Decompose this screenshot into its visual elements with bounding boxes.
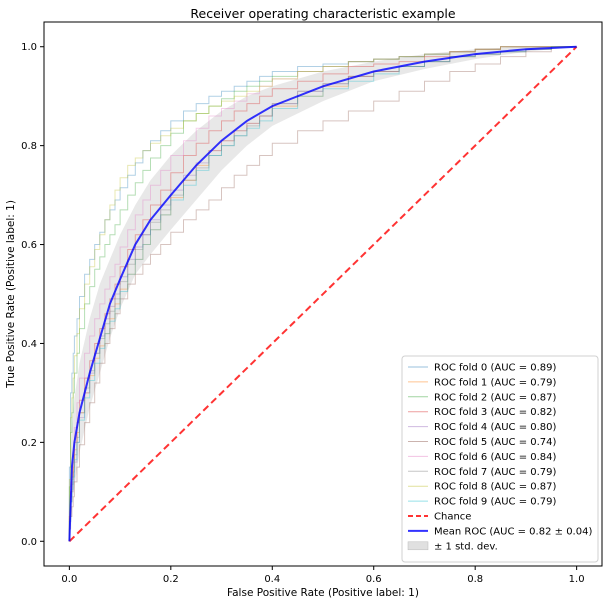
legend-label: ROC fold 3 (AUC = 0.82): [434, 407, 557, 418]
legend-frame: [401, 355, 599, 563]
std-dev-band: [69, 46, 577, 542]
legend: ROC fold 0 (AUC = 0.89) ROC fold 1 (AUC =…: [401, 355, 599, 563]
mean-roc-line: [68, 45, 577, 542]
roc-fold-1-line: [68, 46, 577, 542]
plot-frame: [43, 21, 603, 567]
x-axis-label: False Positive Rate (Positive label: 1): [227, 587, 419, 599]
legend-label: ROC fold 2 (AUC = 0.87): [434, 392, 557, 403]
chance-line: [68, 45, 578, 543]
legend-label: ROC fold 6 (AUC = 0.84): [434, 452, 557, 463]
roc-fold-8-line: [68, 46, 577, 542]
roc-fold-3-line: [68, 46, 577, 542]
y-axis-label: True Positive Rate (Positive label: 1): [5, 200, 17, 389]
y-tick-label: 0.0: [21, 537, 37, 548]
legend-label: Chance: [434, 512, 471, 523]
x-tick-label: 1.0: [569, 574, 585, 585]
x-axis-ticks: 0.0 0.2 0.4 0.6 0.8 1.0: [61, 566, 585, 585]
x-tick-label: 0.4: [264, 574, 280, 585]
y-axis-ticks: 0.0 0.2 0.4 0.6 0.8 1.0: [21, 42, 44, 548]
plot-area: [68, 45, 578, 543]
legend-label: ± 1 std. dev.: [434, 541, 498, 552]
legend-label: ROC fold 7 (AUC = 0.79): [434, 467, 557, 478]
roc-fold-6-line: [68, 46, 577, 542]
chart-title: Receiver operating characteristic exampl…: [190, 6, 456, 21]
roc-fold-7-line: [68, 46, 577, 542]
x-tick-label: 0.0: [61, 574, 77, 585]
roc-fold-9-line: [68, 46, 577, 542]
legend-label: ROC fold 5 (AUC = 0.74): [434, 437, 557, 448]
y-tick-label: 0.8: [21, 141, 37, 152]
legend-label: Mean ROC (AUC = 0.82 ± 0.04): [434, 526, 592, 537]
legend-label: ROC fold 9 (AUC = 0.79): [434, 497, 557, 508]
y-tick-label: 0.2: [21, 438, 37, 449]
legend-swatch-std-band: [407, 541, 429, 551]
y-tick-label: 0.4: [21, 339, 37, 350]
y-tick-label: 1.0: [21, 42, 37, 53]
legend-label: ROC fold 0 (AUC = 0.89): [434, 363, 557, 374]
roc-fold-0-line: [68, 46, 577, 542]
x-tick-label: 0.6: [366, 574, 382, 585]
roc-fold-2-line: [68, 46, 577, 542]
roc-fold-5-line: [68, 46, 577, 542]
roc-fold-4-line: [68, 46, 577, 542]
legend-label: ROC fold 1 (AUC = 0.79): [434, 377, 557, 388]
y-tick-label: 0.6: [21, 240, 37, 251]
legend-label: ROC fold 4 (AUC = 0.80): [434, 422, 557, 433]
x-tick-label: 0.8: [467, 574, 483, 585]
x-tick-label: 0.2: [163, 574, 179, 585]
legend-label: ROC fold 8 (AUC = 0.87): [434, 482, 557, 493]
